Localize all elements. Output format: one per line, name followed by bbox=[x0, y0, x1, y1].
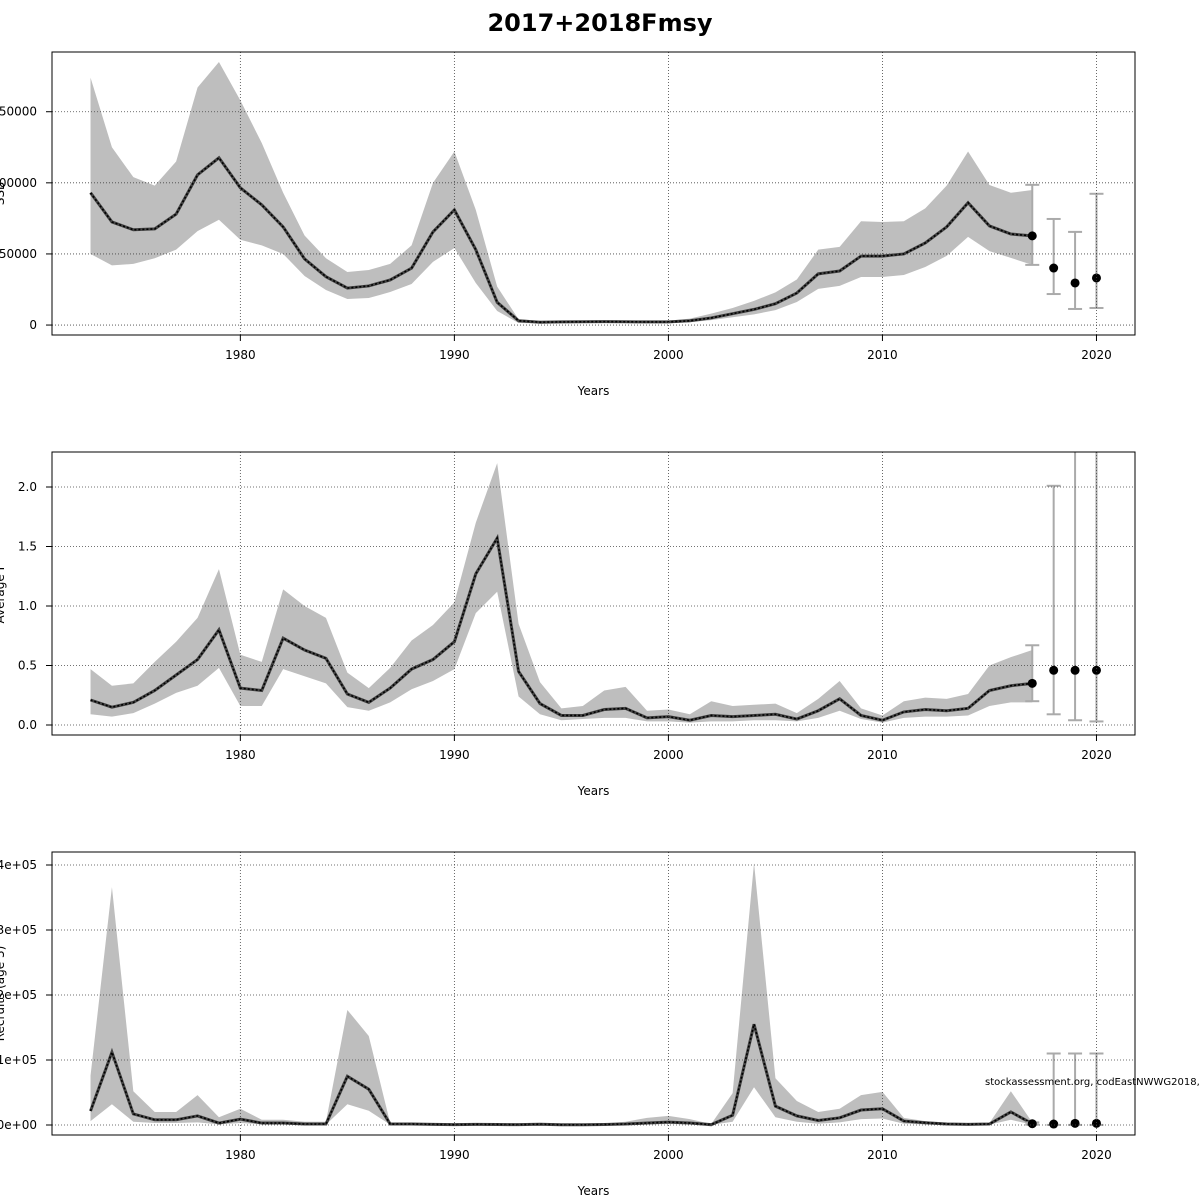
forecast-point bbox=[1091, 665, 1101, 675]
estimate-line-dots bbox=[89, 156, 1033, 324]
forecast-point bbox=[1027, 1119, 1037, 1129]
forecast-point bbox=[1070, 1118, 1080, 1128]
forecast-point bbox=[1049, 1119, 1059, 1129]
x-tick-label: 1980 bbox=[225, 348, 256, 362]
panel: 1980 1990 2000 2010 2020 0 50000 100000 150000 Ye… bbox=[0, 51, 1136, 398]
forecast-point bbox=[1027, 231, 1037, 241]
x-tick-label: 2020 bbox=[1081, 1148, 1112, 1162]
x-tick-label: 2000 bbox=[653, 748, 684, 762]
y-axis-title: Recruits (age 3) bbox=[0, 946, 7, 1042]
annotation: stockassessment.org, codEastNWWG2018, bbox=[985, 1077, 1200, 1088]
x-tick-label: 2010 bbox=[867, 748, 898, 762]
plot-frame bbox=[51, 451, 1136, 736]
confidence-band bbox=[90, 61, 1033, 324]
x-tick-label: 2010 bbox=[867, 1148, 898, 1162]
y-tick-label: 150000 bbox=[0, 105, 37, 119]
y-axis-title: Average F bbox=[0, 563, 7, 623]
y-tick-label: 0 bbox=[29, 318, 37, 332]
y-tick-label: 0.5 bbox=[18, 658, 37, 672]
y-tick-label: 4e+05 bbox=[0, 858, 37, 872]
y-tick-label: 3e+05 bbox=[0, 923, 37, 937]
y-tick-label: 2e+05 bbox=[0, 988, 37, 1002]
plot-area bbox=[89, 61, 1104, 324]
plot-frame bbox=[51, 851, 1136, 1136]
plot-frame bbox=[51, 51, 1136, 336]
x-tick-label: 1990 bbox=[439, 348, 470, 362]
x-tick-label: 2020 bbox=[1081, 748, 1112, 762]
y-axis-title: SSB bbox=[0, 182, 7, 205]
y-tick-label: 1e+05 bbox=[0, 1053, 37, 1067]
confidence-band bbox=[90, 463, 1033, 723]
estimate-line-dots bbox=[90, 535, 1033, 722]
x-tick-label: 2020 bbox=[1081, 348, 1112, 362]
chart-title: 2017+2018Fmsy bbox=[487, 9, 712, 37]
forecast-point bbox=[1070, 278, 1080, 288]
confidence-band bbox=[90, 863, 1033, 1125]
y-tick-label: 1.5 bbox=[18, 539, 37, 553]
plot-area bbox=[90, 452, 1104, 723]
x-axis-title: Years bbox=[577, 1184, 610, 1198]
forecast-point bbox=[1070, 665, 1080, 675]
y-tick-label: 100000 bbox=[0, 176, 37, 190]
forecast-point bbox=[1091, 1118, 1101, 1128]
x-axis-title: Years bbox=[577, 784, 610, 798]
forecast-point bbox=[1049, 665, 1059, 675]
x-tick-label: 1990 bbox=[439, 1148, 470, 1162]
x-axis-title: Years bbox=[577, 384, 610, 398]
x-tick-label: 2000 bbox=[653, 348, 684, 362]
x-tick-label: 1990 bbox=[439, 748, 470, 762]
x-tick-label: 1980 bbox=[225, 1148, 256, 1162]
panel: 1980 1990 2000 2010 2020 0.0 0.5 1.0 1.5 2.0 Years… bbox=[0, 451, 1136, 798]
x-tick-label: 2010 bbox=[867, 348, 898, 362]
y-tick-label: 0e+00 bbox=[0, 1118, 37, 1132]
y-tick-label: 0.0 bbox=[18, 718, 37, 732]
estimate-line-dots bbox=[89, 1024, 1033, 1126]
y-tick-label: 1.0 bbox=[18, 599, 37, 613]
panel: 1980 1990 2000 2010 2020 0e+00 1e+05 2e+05 3e+05… bbox=[0, 851, 1200, 1198]
x-tick-label: 2000 bbox=[653, 1148, 684, 1162]
plot-area bbox=[89, 863, 1104, 1129]
x-tick-label: 1980 bbox=[225, 748, 256, 762]
forecast-point bbox=[1049, 263, 1059, 273]
y-tick-label: 50000 bbox=[0, 247, 37, 261]
forecast-point bbox=[1027, 678, 1037, 688]
y-tick-label: 2.0 bbox=[18, 480, 37, 494]
